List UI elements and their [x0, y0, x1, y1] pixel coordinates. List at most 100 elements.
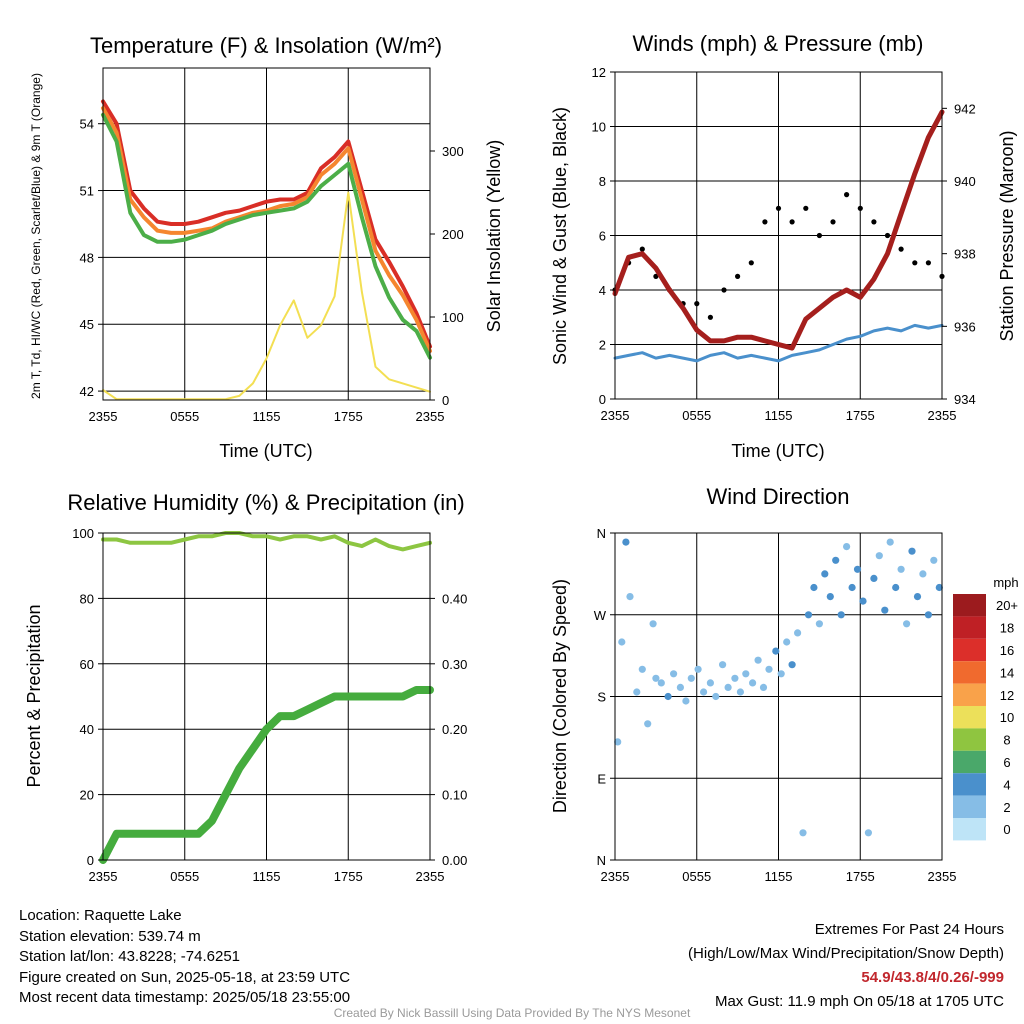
direction-point — [749, 679, 757, 687]
colorbar-swatch — [953, 750, 986, 774]
gust-point — [803, 205, 809, 211]
insolation-line — [102, 191, 431, 401]
colorbar-swatch — [953, 706, 986, 729]
direction-point — [930, 556, 938, 564]
direction-point — [736, 688, 745, 696]
direction-point — [676, 683, 685, 692]
temp-y-tick-label: 54 — [80, 117, 94, 132]
wind-y2-tick-label: 942 — [954, 101, 976, 116]
extremes-heading: Extremes For Past 24 Hours — [814, 921, 1004, 938]
direction-point — [618, 638, 626, 646]
direction-point — [821, 570, 829, 578]
gust-point — [639, 246, 645, 252]
station-info: Location: Raquette Lake Station elevatio… — [19, 906, 350, 1009]
temperature-x-ticks: 2355 0555 1155 1755 2355 — [89, 409, 445, 424]
gust-point — [748, 260, 754, 266]
colorbar-label: 16 — [1000, 643, 1014, 658]
colorbar-label: 6 — [1003, 755, 1010, 770]
temperature-x-label: Time (UTC) — [219, 441, 312, 461]
temp-y2-tick-label: 100 — [442, 310, 464, 325]
direction-point — [719, 661, 727, 669]
temperature-title: Temperature (F) & Insolation (W/m²) — [90, 33, 442, 58]
colorbar-label: 2 — [1003, 800, 1010, 815]
temp-x-tick-label: 0555 — [170, 409, 199, 424]
direction-point — [908, 547, 916, 555]
winds-y-right-label: Station Pressure (Maroon) — [997, 130, 1017, 341]
winds-y-right-ticks: 934 936 938 940 942 — [942, 101, 976, 407]
wind-y-tick-label: 12 — [592, 65, 606, 80]
direction-point — [649, 620, 657, 628]
direction-point — [875, 552, 883, 560]
direction-point — [644, 720, 652, 728]
wind-y2-tick-label: 940 — [954, 174, 976, 189]
temp-x-tick-label: 1155 — [253, 409, 281, 424]
wind-direction-title: Wind Direction — [706, 484, 849, 509]
direction-point — [826, 593, 834, 601]
temp-y-tick-label: 48 — [80, 250, 94, 265]
rh-y-left-ticks: 0 20 40 60 80 100 — [72, 526, 103, 868]
colorbar-label: 8 — [1003, 733, 1010, 748]
gust-point — [857, 205, 863, 211]
extremes-legend: (High/Low/Max Wind/Precipitation/Snow De… — [688, 945, 1004, 962]
gust-point — [816, 232, 823, 239]
extremes-values: 54.9/43.8/4/0.26/-999 — [861, 969, 1004, 986]
colorbar-label: 0 — [1003, 822, 1010, 837]
rh-y2-tick-label: 0.10 — [442, 788, 467, 803]
colorbar-label: 12 — [1000, 688, 1014, 703]
temperature-y-right-ticks: 0 100 200 300 — [430, 144, 464, 408]
colorbar-swatch — [953, 683, 986, 706]
station-latlon: Station lat/lon: 43.8228; -74.6251 — [19, 948, 241, 965]
wind-x-tick-label: 1155 — [765, 408, 793, 423]
direction-point — [664, 692, 672, 701]
direction-point — [700, 688, 708, 696]
temperature-series — [101, 99, 432, 401]
temp-9m-line — [101, 106, 432, 353]
winds-series — [612, 109, 945, 363]
direction-point — [788, 661, 796, 669]
colorbar-label: 18 — [1000, 621, 1014, 636]
credit-line: Created By Nick Bassill Using Data Provi… — [333, 1006, 691, 1020]
gust-point — [898, 246, 904, 252]
direction-point — [706, 679, 715, 687]
pressure-line — [612, 109, 945, 351]
rh-y2-tick-label: 0.40 — [442, 591, 467, 606]
colorbar-swatch — [953, 795, 986, 818]
direction-point — [694, 665, 702, 673]
gust-point — [871, 219, 877, 225]
rh-y-tick-label: 100 — [72, 526, 94, 541]
direction-point — [892, 583, 900, 592]
rh-x-ticks: 2355 0555 1155 1755 2355 — [89, 869, 445, 884]
direction-point — [765, 665, 773, 673]
colorbar-swatch — [953, 728, 986, 751]
colorbar-swatch — [953, 773, 986, 796]
winds-y-left-ticks: 0 2 4 6 8 10 12 — [592, 65, 615, 407]
direction-point — [799, 829, 807, 837]
wind-x-tick-label: 2355 — [928, 408, 957, 423]
direction-point — [859, 597, 867, 605]
wind-x-tick-label: 0555 — [682, 408, 711, 423]
rh-y-tick-label: 40 — [80, 722, 94, 737]
dir-x-tick-label: 1755 — [846, 869, 875, 884]
direction-point — [924, 611, 933, 619]
gust-point — [707, 314, 714, 320]
temperature-panel: Temperature (F) & Insolation (W/m²) 2355… — [29, 33, 504, 461]
rh-x-tick-label: 1755 — [334, 869, 363, 884]
direction-point — [853, 565, 862, 573]
rh-x-tick-label: 1155 — [253, 869, 281, 884]
station-elevation: Station elevation: 539.74 m — [19, 927, 201, 945]
recent-timestamp: Most recent data timestamp: 2025/05/18 2… — [19, 989, 351, 1006]
direction-point — [622, 538, 630, 546]
temp-x-tick-label: 1755 — [334, 409, 363, 424]
direction-point — [886, 538, 894, 546]
dir-y-tick-label: N — [597, 853, 606, 868]
direction-point — [837, 611, 845, 619]
direction-point — [731, 674, 739, 682]
gust-point — [694, 301, 700, 307]
direction-point — [832, 556, 840, 564]
colorbar-label: 4 — [1003, 777, 1010, 792]
wind-y-tick-label: 10 — [592, 120, 606, 135]
direction-point — [652, 674, 660, 682]
rh-y-left-label: Percent & Precipitation — [24, 604, 44, 787]
gust-point — [762, 219, 768, 225]
dir-y-tick-label: W — [594, 608, 607, 623]
